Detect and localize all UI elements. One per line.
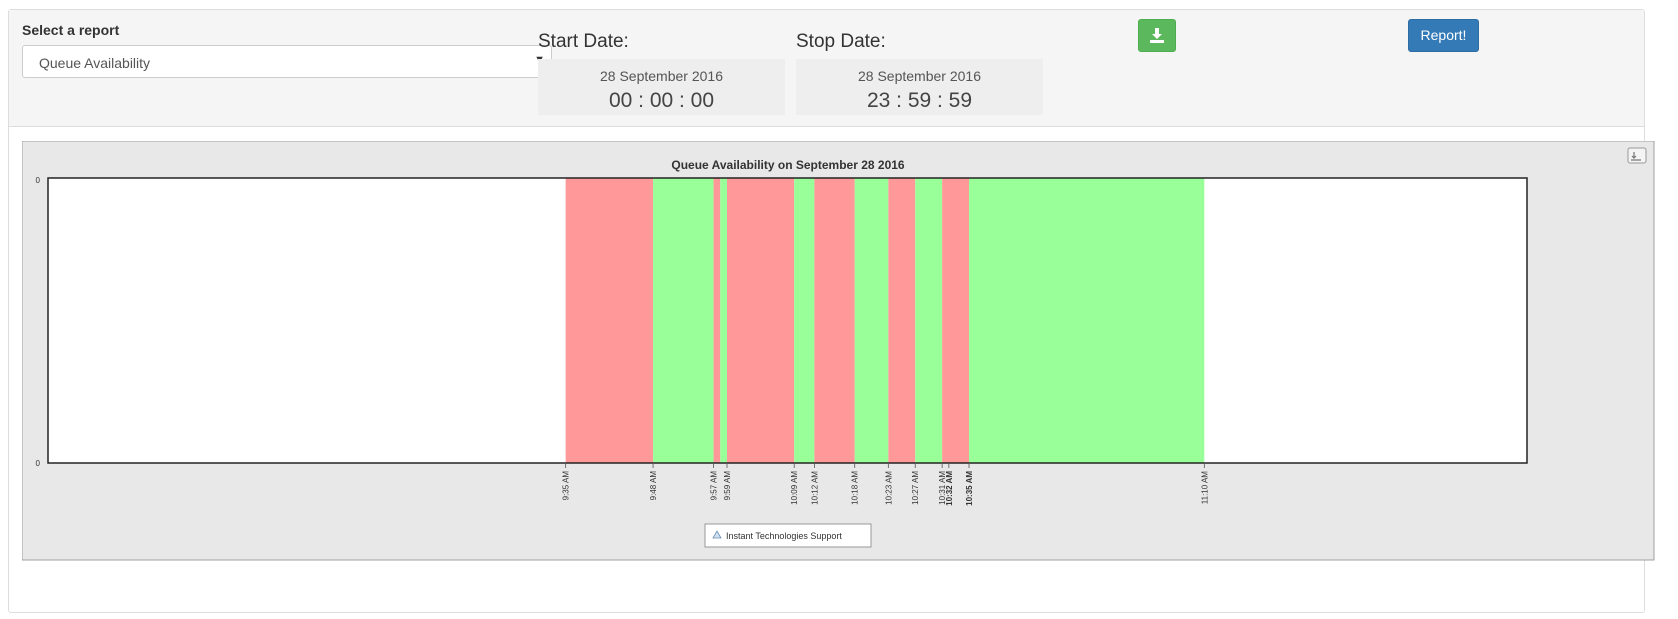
download-button[interactable] <box>1138 19 1176 52</box>
x-tick-label-6: 10:18 AM <box>851 471 860 505</box>
x-tick-label-7: 10:23 AM <box>884 471 893 505</box>
stop-date-value[interactable]: 28 September 2016 <box>858 68 981 84</box>
segment-available-5 <box>794 178 815 463</box>
plot-border <box>47 177 1528 464</box>
x-axis-ticks: 9:35 AM 9:48 AM 9:57 AM 9:59 AM 10:09 AM 10:1… <box>562 463 1209 506</box>
stop-date-picker[interactable]: 28 September 2016 23 : 59 : 59 <box>796 59 1043 115</box>
report-toolbar: Select a report Queue Availability ▼ Sta… <box>9 10 1644 127</box>
export-menu-button[interactable] <box>1627 147 1647 164</box>
segment-available-7 <box>854 178 889 463</box>
x-tick-label-8: 10:27 AM <box>911 471 920 505</box>
x-tick-label-4: 10:09 AM <box>790 471 799 505</box>
x-tick-label-0: 9:35 AM <box>562 471 571 501</box>
segment-unavailable-6 <box>814 178 855 463</box>
segment-unavailable-2 <box>713 178 721 463</box>
select-report-label: Select a report <box>22 22 120 38</box>
segment-unavailable-4 <box>727 178 795 463</box>
segment-available-1 <box>653 178 714 463</box>
segment-unavailable-10 <box>942 178 970 463</box>
x-tick-label-2: 9:57 AM <box>710 471 719 501</box>
x-tick-label-3: 9:59 AM <box>723 471 732 501</box>
y-tick-bottom: 0 <box>36 459 41 468</box>
legend[interactable]: Instant Technologies Support <box>704 523 872 548</box>
triangle-icon <box>712 530 722 539</box>
x-tick-label-10: 10:32 AM <box>945 471 954 506</box>
x-tick-label-11: 10:35 AM <box>965 471 974 506</box>
segment-available-11 <box>969 178 1205 463</box>
availability-chart: Queue Availability on September 28 2016 … <box>21 140 1655 561</box>
x-tick-label-5: 10:12 AM <box>810 471 819 505</box>
download-icon <box>1150 28 1164 43</box>
export-button-frame <box>1627 147 1647 164</box>
x-tick-label-1: 9:48 AM <box>649 471 658 501</box>
export-icon <box>1631 152 1641 161</box>
x-tick-label-9: 10:31 AM <box>938 471 947 505</box>
report-select[interactable]: Queue Availability ▼ <box>22 45 552 78</box>
start-date-label: Start Date: <box>538 31 629 52</box>
segment-unavailable-0 <box>565 178 654 463</box>
segment-unavailable-8 <box>888 178 916 463</box>
report-select-value: Queue Availability <box>39 55 151 71</box>
start-date-value[interactable]: 28 September 2016 <box>600 68 723 84</box>
legend-item[interactable]: Instant Technologies Support <box>726 531 842 541</box>
start-date-picker[interactable]: 28 September 2016 00 : 00 : 00 <box>538 59 785 115</box>
chart-container: Queue Availability on September 28 2016 … <box>21 140 1655 571</box>
report-button[interactable]: Report! <box>1408 19 1479 52</box>
availability-segments <box>565 178 1205 463</box>
stop-time-value[interactable]: 23 : 59 : 59 <box>866 89 973 112</box>
start-time-value[interactable]: 00 : 00 : 00 <box>608 89 715 112</box>
chart-title: Queue Availability on September 28 2016 <box>671 158 905 172</box>
legend-box <box>704 523 872 548</box>
y-tick-top: 0 <box>36 176 41 185</box>
x-tick-label-12: 11:10 AM <box>1200 471 1209 505</box>
stop-date-label: Stop Date: <box>796 31 886 52</box>
segment-available-9 <box>915 178 943 463</box>
segment-available-3 <box>720 178 727 463</box>
report-panel: Select a report Queue Availability ▼ Sta… <box>8 9 1655 613</box>
